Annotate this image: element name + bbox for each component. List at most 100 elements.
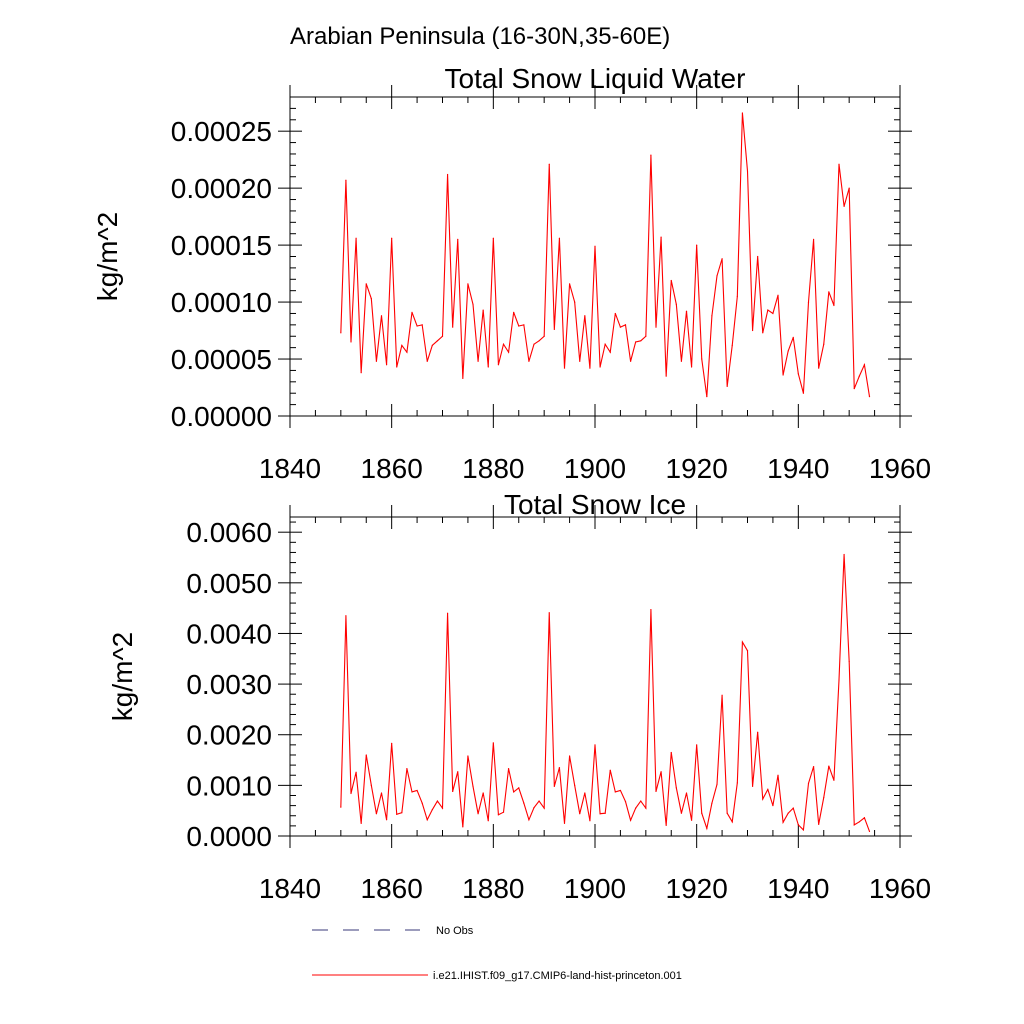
y-tick-label: 0.0060 xyxy=(186,517,272,548)
x-tick-label: 1900 xyxy=(564,873,626,904)
data-point xyxy=(568,283,571,285)
data-point xyxy=(645,335,647,337)
data-point xyxy=(746,650,749,652)
y-tick-label: 0.0030 xyxy=(186,669,272,700)
data-point xyxy=(614,312,616,315)
data-point xyxy=(701,812,703,814)
data-point xyxy=(858,821,860,823)
x-tick-label: 1840 xyxy=(259,873,321,904)
data-point xyxy=(868,396,871,398)
y-tick-label: 0.00020 xyxy=(171,173,272,204)
data-point xyxy=(818,823,820,825)
data-point xyxy=(563,367,566,369)
data-point xyxy=(340,806,342,808)
data-point xyxy=(416,789,418,792)
data-point xyxy=(665,375,667,377)
data-point xyxy=(807,782,810,784)
data-point xyxy=(584,792,586,794)
data-point xyxy=(802,392,805,394)
data-point xyxy=(701,358,703,360)
y-tick-label: 0.00025 xyxy=(171,116,272,147)
data-point xyxy=(462,377,464,380)
data-point xyxy=(391,742,393,744)
data-point xyxy=(507,768,510,770)
data-point xyxy=(497,814,500,816)
data-point xyxy=(853,824,855,826)
data-point xyxy=(665,824,667,826)
data-point xyxy=(645,807,647,809)
data-point xyxy=(675,303,677,305)
data-point xyxy=(690,819,693,821)
y-tick-label: 0.00000 xyxy=(171,401,272,432)
data-point xyxy=(757,255,759,258)
data-point xyxy=(868,830,871,833)
data-point xyxy=(685,792,688,794)
data-point xyxy=(518,325,520,327)
data-point xyxy=(441,807,444,809)
data-point xyxy=(558,767,561,769)
data-point xyxy=(619,326,622,328)
data-point xyxy=(853,388,855,390)
data-point xyxy=(741,641,744,643)
data-point xyxy=(609,769,611,771)
data-point xyxy=(706,827,708,830)
x-tick-label: 1900 xyxy=(564,453,626,484)
data-point xyxy=(629,819,632,821)
data-point xyxy=(711,802,713,804)
data-point xyxy=(543,335,545,337)
series-line xyxy=(340,554,871,832)
data-point xyxy=(385,819,388,821)
data-point xyxy=(843,205,845,207)
data-point xyxy=(523,324,525,326)
data-point xyxy=(782,821,784,823)
data-point xyxy=(624,324,627,326)
data-point xyxy=(436,800,439,802)
data-point xyxy=(787,350,789,352)
data-point xyxy=(863,364,866,366)
data-point xyxy=(863,817,866,819)
data-point xyxy=(538,340,540,342)
data-point xyxy=(441,335,444,337)
y-tick-label: 0.00010 xyxy=(171,287,272,318)
legend: No Obs i.e21.IHIST.f09_g17.CMIP6-land-his… xyxy=(312,925,682,982)
data-point xyxy=(492,237,494,239)
data-point xyxy=(523,802,525,804)
data-point xyxy=(482,309,484,311)
x-tick-label: 1860 xyxy=(361,453,423,484)
data-point xyxy=(706,396,708,398)
data-point xyxy=(736,782,738,784)
x-tick-label: 1920 xyxy=(666,453,728,484)
data-point xyxy=(604,343,606,345)
data-point xyxy=(574,784,576,786)
legend-label: No Obs xyxy=(436,925,474,937)
data-point xyxy=(467,755,469,757)
data-point xyxy=(497,364,500,366)
data-point xyxy=(731,344,733,346)
data-point xyxy=(726,385,728,387)
data-point xyxy=(472,785,474,787)
data-point xyxy=(721,258,723,260)
data-point xyxy=(472,303,474,305)
data-point xyxy=(772,805,774,807)
data-point xyxy=(823,343,825,345)
data-point xyxy=(513,311,515,313)
data-point xyxy=(355,237,357,239)
data-point xyxy=(421,802,423,804)
data-point xyxy=(421,324,423,326)
data-point xyxy=(609,351,611,353)
data-point xyxy=(563,822,566,824)
data-point xyxy=(502,343,505,345)
data-point xyxy=(685,310,688,312)
data-point xyxy=(452,790,454,793)
data-point xyxy=(487,366,489,368)
data-point xyxy=(833,779,835,781)
data-point xyxy=(406,351,408,353)
y-tick-label: 0.0000 xyxy=(186,821,272,852)
data-point xyxy=(528,360,530,362)
data-point xyxy=(680,360,683,362)
data-point xyxy=(457,771,459,773)
data-point xyxy=(375,813,378,815)
data-point xyxy=(533,343,535,345)
data-point xyxy=(731,821,733,823)
